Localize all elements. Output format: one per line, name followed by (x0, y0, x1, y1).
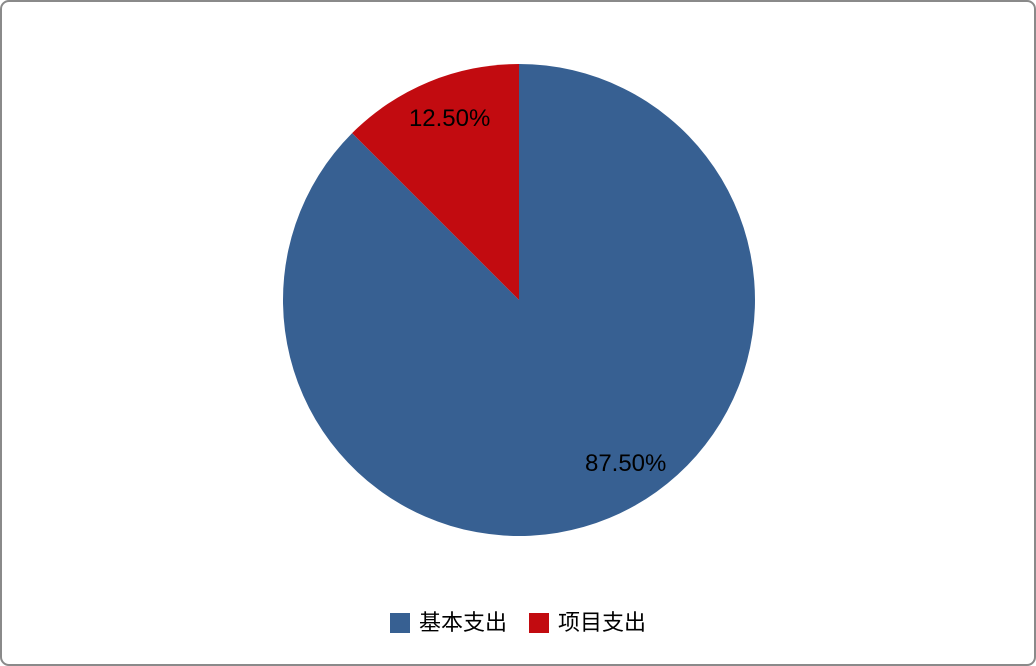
legend-item-project-expenditure: 项目支出 (529, 612, 646, 634)
slice-label-project-expenditure: 12.50% (408, 105, 491, 133)
slice-label-basic-expenditure: 87.50% (584, 450, 667, 478)
legend-swatch-project-expenditure-icon (529, 613, 549, 633)
legend-label-basic-expenditure: 基本支出 (418, 610, 507, 635)
legend-item-basic-expenditure: 基本支出 (389, 610, 507, 635)
legend-label-project-expenditure: 项目支出 (558, 610, 647, 635)
pie-slice-1 (352, 64, 519, 300)
legend: 基本支出 项目支出 (2, 608, 1034, 638)
pie-slice-0 (282, 64, 755, 536)
legend-swatch-basic-expenditure-icon (389, 613, 410, 633)
